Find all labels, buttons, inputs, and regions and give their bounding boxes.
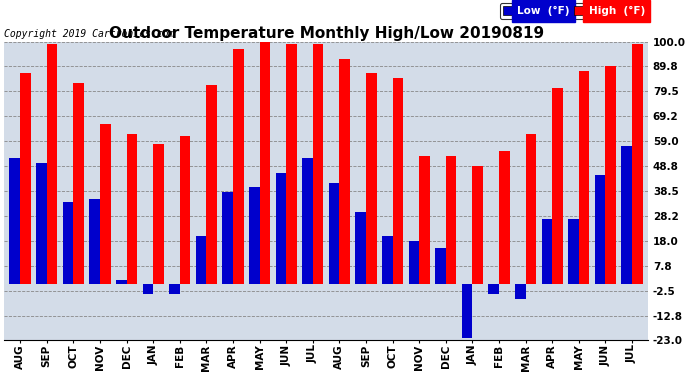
Bar xyxy=(552,88,563,285)
Bar xyxy=(100,124,110,285)
Legend: Low  (°F), High  (°F): Low (°F), High (°F) xyxy=(500,3,648,19)
Bar xyxy=(595,175,605,285)
Bar xyxy=(515,285,526,299)
Bar xyxy=(233,49,244,285)
Bar xyxy=(420,156,430,285)
Bar xyxy=(366,73,377,285)
Bar xyxy=(328,183,339,285)
Bar xyxy=(143,285,153,294)
Bar xyxy=(632,44,642,285)
Bar xyxy=(126,134,137,285)
Bar xyxy=(169,285,180,294)
Bar xyxy=(47,44,57,285)
Bar xyxy=(526,134,536,285)
Bar xyxy=(206,86,217,285)
Bar xyxy=(313,44,324,285)
Bar xyxy=(20,73,31,285)
Bar xyxy=(196,236,206,285)
Bar xyxy=(36,163,47,285)
Bar xyxy=(489,285,499,294)
Bar xyxy=(63,202,73,285)
Bar xyxy=(153,144,164,285)
Bar xyxy=(435,248,446,285)
Bar xyxy=(446,156,456,285)
Title: Outdoor Temperature Monthly High/Low 20190819: Outdoor Temperature Monthly High/Low 201… xyxy=(108,26,544,40)
Bar xyxy=(408,241,420,285)
Bar xyxy=(605,66,616,285)
Text: Copyright 2019 Cartronics.com: Copyright 2019 Cartronics.com xyxy=(4,29,175,39)
Bar xyxy=(339,59,350,285)
Bar xyxy=(116,280,126,285)
Bar xyxy=(542,219,552,285)
Bar xyxy=(302,158,313,285)
Bar xyxy=(473,165,483,285)
Bar xyxy=(462,285,473,338)
Bar xyxy=(275,173,286,285)
Bar xyxy=(249,188,259,285)
Bar xyxy=(355,211,366,285)
Bar xyxy=(393,78,403,285)
Bar xyxy=(73,83,84,285)
Bar xyxy=(499,151,510,285)
Bar xyxy=(89,200,100,285)
Bar xyxy=(622,146,632,285)
Bar xyxy=(10,158,20,285)
Bar xyxy=(222,192,233,285)
Bar xyxy=(286,44,297,285)
Bar xyxy=(180,136,190,285)
Bar xyxy=(382,236,393,285)
Bar xyxy=(579,71,589,285)
Bar xyxy=(259,42,270,285)
Bar xyxy=(568,219,579,285)
